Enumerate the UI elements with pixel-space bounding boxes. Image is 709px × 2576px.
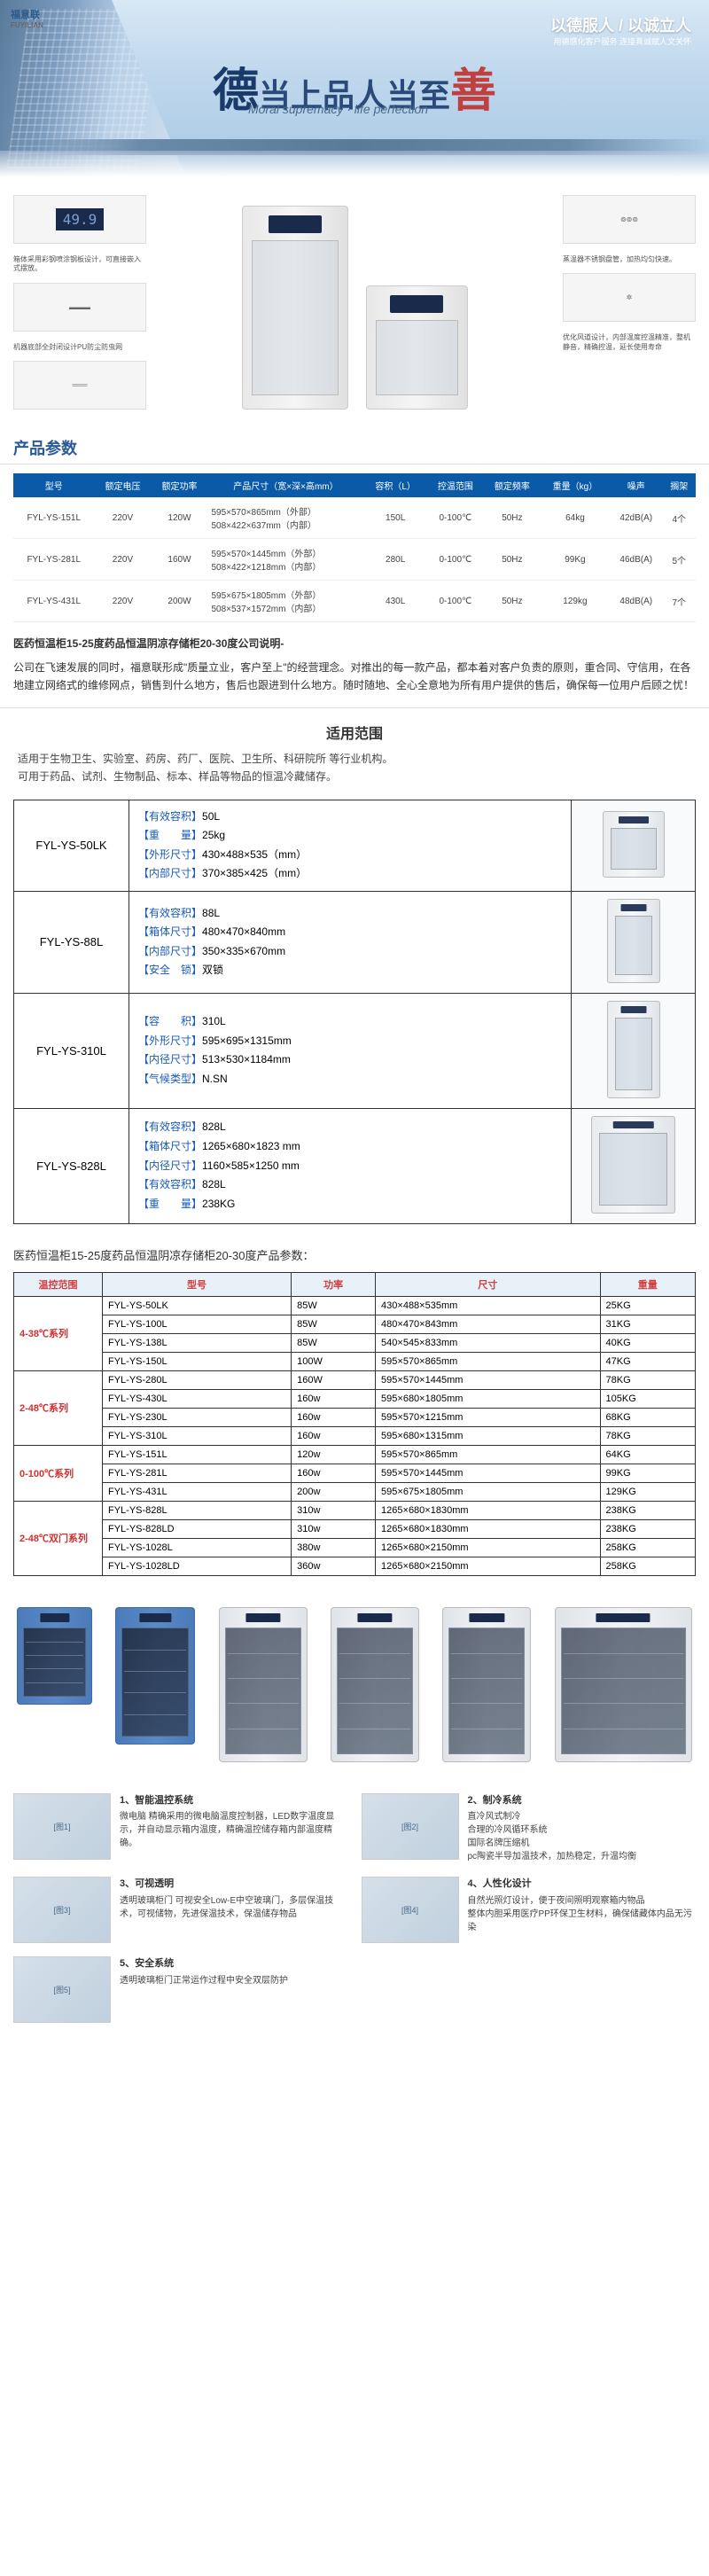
feature-item: [图1]1、智能温控系统微电脑 精确采用的微电脑温度控制器，LED数字温度显示，…: [13, 1793, 348, 1864]
gallery-cabinet: [17, 1607, 92, 1705]
section-title-params: 产品参数: [0, 427, 709, 464]
detail-fan: ✲: [563, 273, 696, 322]
param-row: FYL-YS-150L100W595×570×865mm47KG: [14, 1352, 696, 1370]
param-row: FYL-YS-230L160w595×570×1215mm68KG: [14, 1408, 696, 1426]
spec-row: FYL-YS-281L220V160W595×570×1445mm（外部）508…: [13, 539, 696, 581]
spec-header: 重量（kg）: [541, 473, 610, 497]
param-row: FYL-YS-1028LD360w1265×680×2150mm258KG: [14, 1557, 696, 1575]
detail-base: ═══: [13, 361, 146, 410]
feature-image: [图5]: [13, 1956, 111, 2023]
banner-headline-en: Moral supremacy · life perfection: [248, 102, 428, 116]
spec-row: FYL-YS-151L220V120W595×570×865mm（外部）508×…: [13, 497, 696, 539]
param-row: FYL-YS-431L200w595×675×1805mm129KG: [14, 1482, 696, 1501]
gallery-cabinet: [115, 1607, 195, 1745]
detail-caption-3: 蒸温器不锈钢盘管，加热均匀快速。: [563, 255, 696, 264]
product-showcase: 49.9 箱体采用彩钢喷涂钢板设计，可直接嵌入式摆放。 ▬▬▬ 机器底部全封闭设…: [0, 177, 709, 427]
param-row: 4-38℃系列FYL-YS-50LK85W430×488×535mm25KG: [14, 1296, 696, 1315]
feature-image: [图1]: [13, 1793, 111, 1860]
spec-header: 额定频率: [484, 473, 541, 497]
scope-text: 适用于生物卫生、实验室、药房、药厂、医院、卫生所、科研院所 等行业机构。 可用于…: [0, 750, 709, 800]
scope-title: 适用范围: [0, 707, 709, 750]
features-section: [图1]1、智能温控系统微电脑 精确采用的微电脑温度控制器，LED数字温度显示，…: [0, 1780, 709, 2050]
gallery-cabinet: [442, 1607, 531, 1762]
banner-slogan-sub: 用德感化客户服务 连接真诚赋人文关怀: [553, 35, 691, 47]
feature-item: [图4]4、人性化设计自然光照灯设计，便于夜间照明观察箱内物品整体内胆采用医疗P…: [362, 1877, 697, 1943]
hero-banner: 福意联FUYILIAN 以德服人 / 以诚立人 用德感化客户服务 连接真诚赋人文…: [0, 0, 709, 177]
spec-header: 噪声: [610, 473, 663, 497]
gallery-cabinet: [331, 1607, 419, 1762]
spec-header: 控温范围: [427, 473, 484, 497]
detail-caption-4: 优化风道设计，内部温度控温精准，整机静音，精确控温，延长使用寿命: [563, 333, 696, 352]
model-thumbnail: [591, 1116, 675, 1214]
model-thumbnail: [607, 899, 660, 983]
spec-header: 额定电压: [94, 473, 151, 497]
model-row: FYL-YS-50LK【有效容积】50L【重 量】25kg【外形尺寸】430×4…: [14, 800, 696, 891]
gallery-cabinet: [555, 1607, 692, 1762]
param-row: FYL-YS-138L85W540×545×833mm40KG: [14, 1333, 696, 1352]
gallery-cabinet: [219, 1607, 308, 1762]
param-row: FYL-YS-100L85W480×470×843mm31KG: [14, 1315, 696, 1333]
product-gallery: [0, 1589, 709, 1780]
detail-caption-2: 机器底部全封闭设计PU防尘防虫网: [13, 343, 146, 352]
spec-table-1: 型号额定电压额定功率产品尺寸（宽×深×高mm）容积（L）控温范围额定频率重量（k…: [13, 473, 696, 622]
model-row: FYL-YS-88L【有效容积】88L【箱体尺寸】480×470×840mm【内…: [14, 891, 696, 993]
cabinet-preview: [160, 195, 549, 410]
param-row: FYL-YS-430L160w595×680×1805mm105KG: [14, 1389, 696, 1408]
detail-coil: ⊚⊚⊚: [563, 195, 696, 244]
param-row: FYL-YS-310L160w595×680×1315mm78KG: [14, 1426, 696, 1445]
model-row: FYL-YS-828L【有效容积】828L【箱体尺寸】1265×680×1823…: [14, 1108, 696, 1223]
detail-vent: ▬▬▬: [13, 283, 146, 332]
brand-logo: 福意联FUYILIAN: [11, 7, 43, 29]
param-row: FYL-YS-828LD310w1265×680×1830mm238KG: [14, 1519, 696, 1538]
banner-slogan: 以德服人 / 以诚立人: [550, 13, 691, 36]
feature-item: [图2]2、制冷系统直冷风式制冷合理的冷风循环系统国际名牌压缩机pc陶瓷半导加温…: [362, 1793, 697, 1864]
feature-item: [图5]5、安全系统透明玻璃柜门正常运作过程中安全双层防护: [13, 1956, 682, 2023]
feature-item: [图3]3、可视透明透明玻璃柜门 可视安全Low-E中空玻璃门，多层保温技术，可…: [13, 1877, 348, 1943]
param-row: 2-48℃双门系列FYL-YS-828L310w1265×680×1830mm2…: [14, 1501, 696, 1519]
feature-image: [图2]: [362, 1793, 459, 1860]
spec-header: 产品尺寸（宽×深×高mm）: [207, 473, 363, 497]
model-table: FYL-YS-50LK【有效容积】50L【重 量】25kg【外形尺寸】430×4…: [13, 800, 696, 1224]
param-row: FYL-YS-1028L380w1265×680×2150mm258KG: [14, 1538, 696, 1557]
company-description: 医药恒温柜15-25度药品恒温阴凉存储柜20-30度公司说明- 公司在飞速发展的…: [0, 631, 709, 707]
param-row: 0-100℃系列FYL-YS-151L120w595×570×865mm64KG: [14, 1445, 696, 1464]
model-thumbnail: [607, 1001, 660, 1098]
model-thumbnail: [603, 811, 665, 878]
feature-image: [图4]: [362, 1877, 459, 1943]
feature-image: [图3]: [13, 1877, 111, 1943]
param-row: FYL-YS-281L160w595×570×1445mm99KG: [14, 1464, 696, 1482]
model-row: FYL-YS-310L【容 积】310L【外形尺寸】595×695×1315mm…: [14, 993, 696, 1108]
param-table-title: 医药恒温柜15-25度药品恒温阴凉存储柜20-30度产品参数：: [0, 1237, 709, 1268]
detail-caption-1: 箱体采用彩钢喷涂钢板设计，可直接嵌入式摆放。: [13, 255, 146, 274]
spec-header: 额定功率: [151, 473, 207, 497]
spec-header: 搁架: [663, 473, 696, 497]
spec-row: FYL-YS-431L220V200W595×675×1805mm（外部）508…: [13, 581, 696, 622]
param-row: 2-48℃系列FYL-YS-280L160W595×570×1445mm78KG: [14, 1370, 696, 1389]
param-table: 温控范围型号功率尺寸重量 4-38℃系列FYL-YS-50LK85W430×48…: [13, 1272, 696, 1576]
spec-header: 容积（L）: [363, 473, 426, 497]
spec-header: 型号: [13, 473, 94, 497]
detail-lcd-panel: 49.9: [13, 195, 146, 244]
